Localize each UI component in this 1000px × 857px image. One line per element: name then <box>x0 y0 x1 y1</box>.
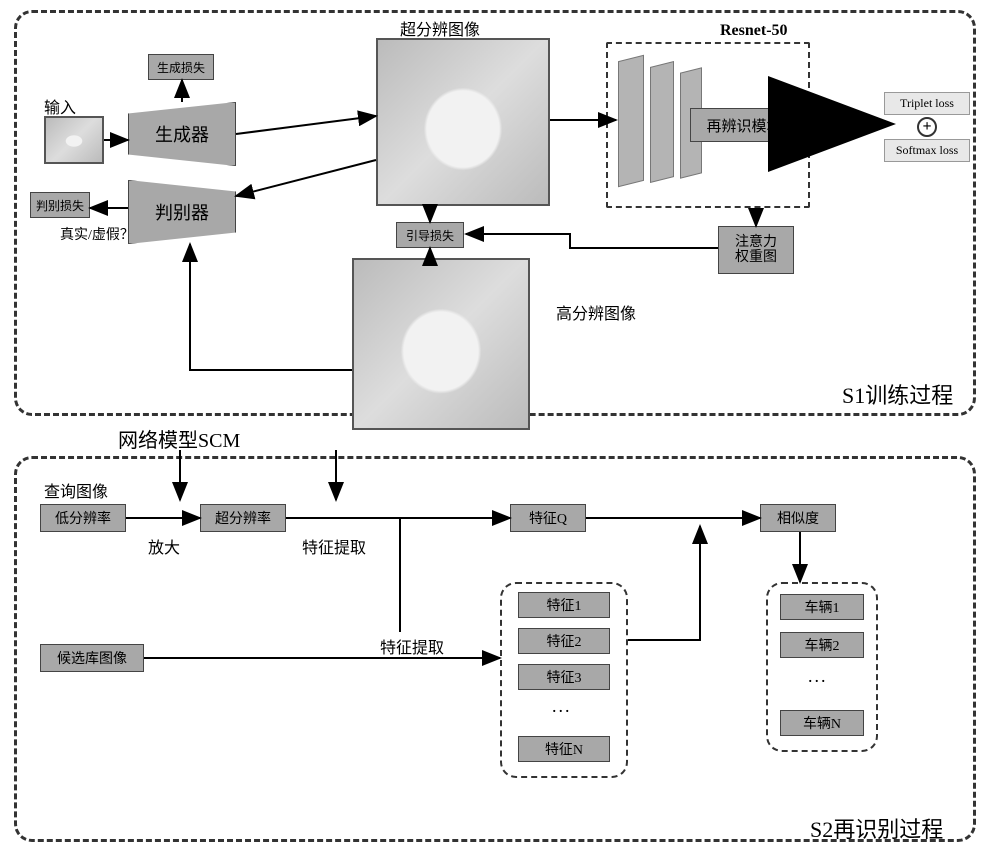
arrows-svg <box>0 0 1000 857</box>
